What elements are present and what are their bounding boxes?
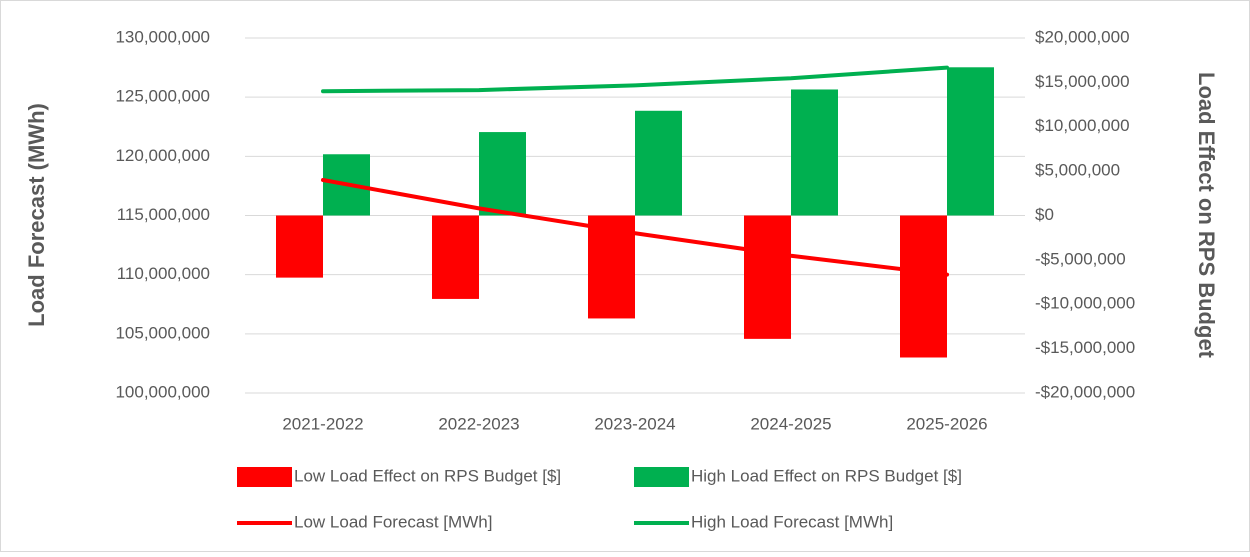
y2-tick-label: $15,000,000 xyxy=(1035,72,1130,91)
y2-tick-label: $0 xyxy=(1035,205,1054,224)
y2-tick-label: $20,000,000 xyxy=(1035,27,1130,46)
y2-tick-label: -$20,000,000 xyxy=(1035,382,1135,401)
y2-tick-label: $5,000,000 xyxy=(1035,161,1120,180)
y-tick-label: 105,000,000 xyxy=(115,323,210,342)
bar xyxy=(947,67,994,216)
line xyxy=(321,178,949,277)
y-tick-label: 130,000,000 xyxy=(115,27,210,46)
bar xyxy=(635,110,682,216)
line xyxy=(321,65,949,94)
y-tick-label: 110,000,000 xyxy=(117,264,210,283)
y-tick-label: 115,000,000 xyxy=(117,205,210,224)
bar xyxy=(276,215,323,278)
y-tick-label: 120,000,000 xyxy=(115,146,210,165)
x-tick-label: 2024-2025 xyxy=(750,414,831,433)
y2-axis-title: Load Effect on RPS Budget xyxy=(1194,72,1219,359)
y2-tick-label: -$5,000,000 xyxy=(1035,249,1126,268)
bar xyxy=(744,215,791,339)
legend-label: Low Load Forecast [MWh] xyxy=(294,512,492,531)
bar xyxy=(791,89,838,216)
y2-tick-label: $10,000,000 xyxy=(1035,116,1130,135)
x-tick-label: 2021-2022 xyxy=(282,414,363,433)
bar xyxy=(900,215,947,358)
bar xyxy=(479,132,526,216)
y-tick-label: 100,000,000 xyxy=(115,382,210,401)
bar xyxy=(432,215,479,299)
x-tick-label: 2022-2023 xyxy=(438,414,519,433)
legend-label: Low Load Effect on RPS Budget [$] xyxy=(294,466,561,485)
y-axis-title: Load Forecast (MWh) xyxy=(24,103,49,327)
x-tick-label: 2025-2026 xyxy=(906,414,987,433)
y2-tick-label: -$15,000,000 xyxy=(1035,338,1135,357)
x-tick-label: 2023-2024 xyxy=(594,414,675,433)
legend-label: High Load Effect on RPS Budget [$] xyxy=(691,466,962,485)
legend-swatch xyxy=(237,467,292,487)
y-tick-label: 125,000,000 xyxy=(115,87,210,106)
legend-label: High Load Forecast [MWh] xyxy=(691,512,893,531)
y2-tick-label: -$10,000,000 xyxy=(1035,294,1135,313)
legend-swatch xyxy=(634,467,689,487)
